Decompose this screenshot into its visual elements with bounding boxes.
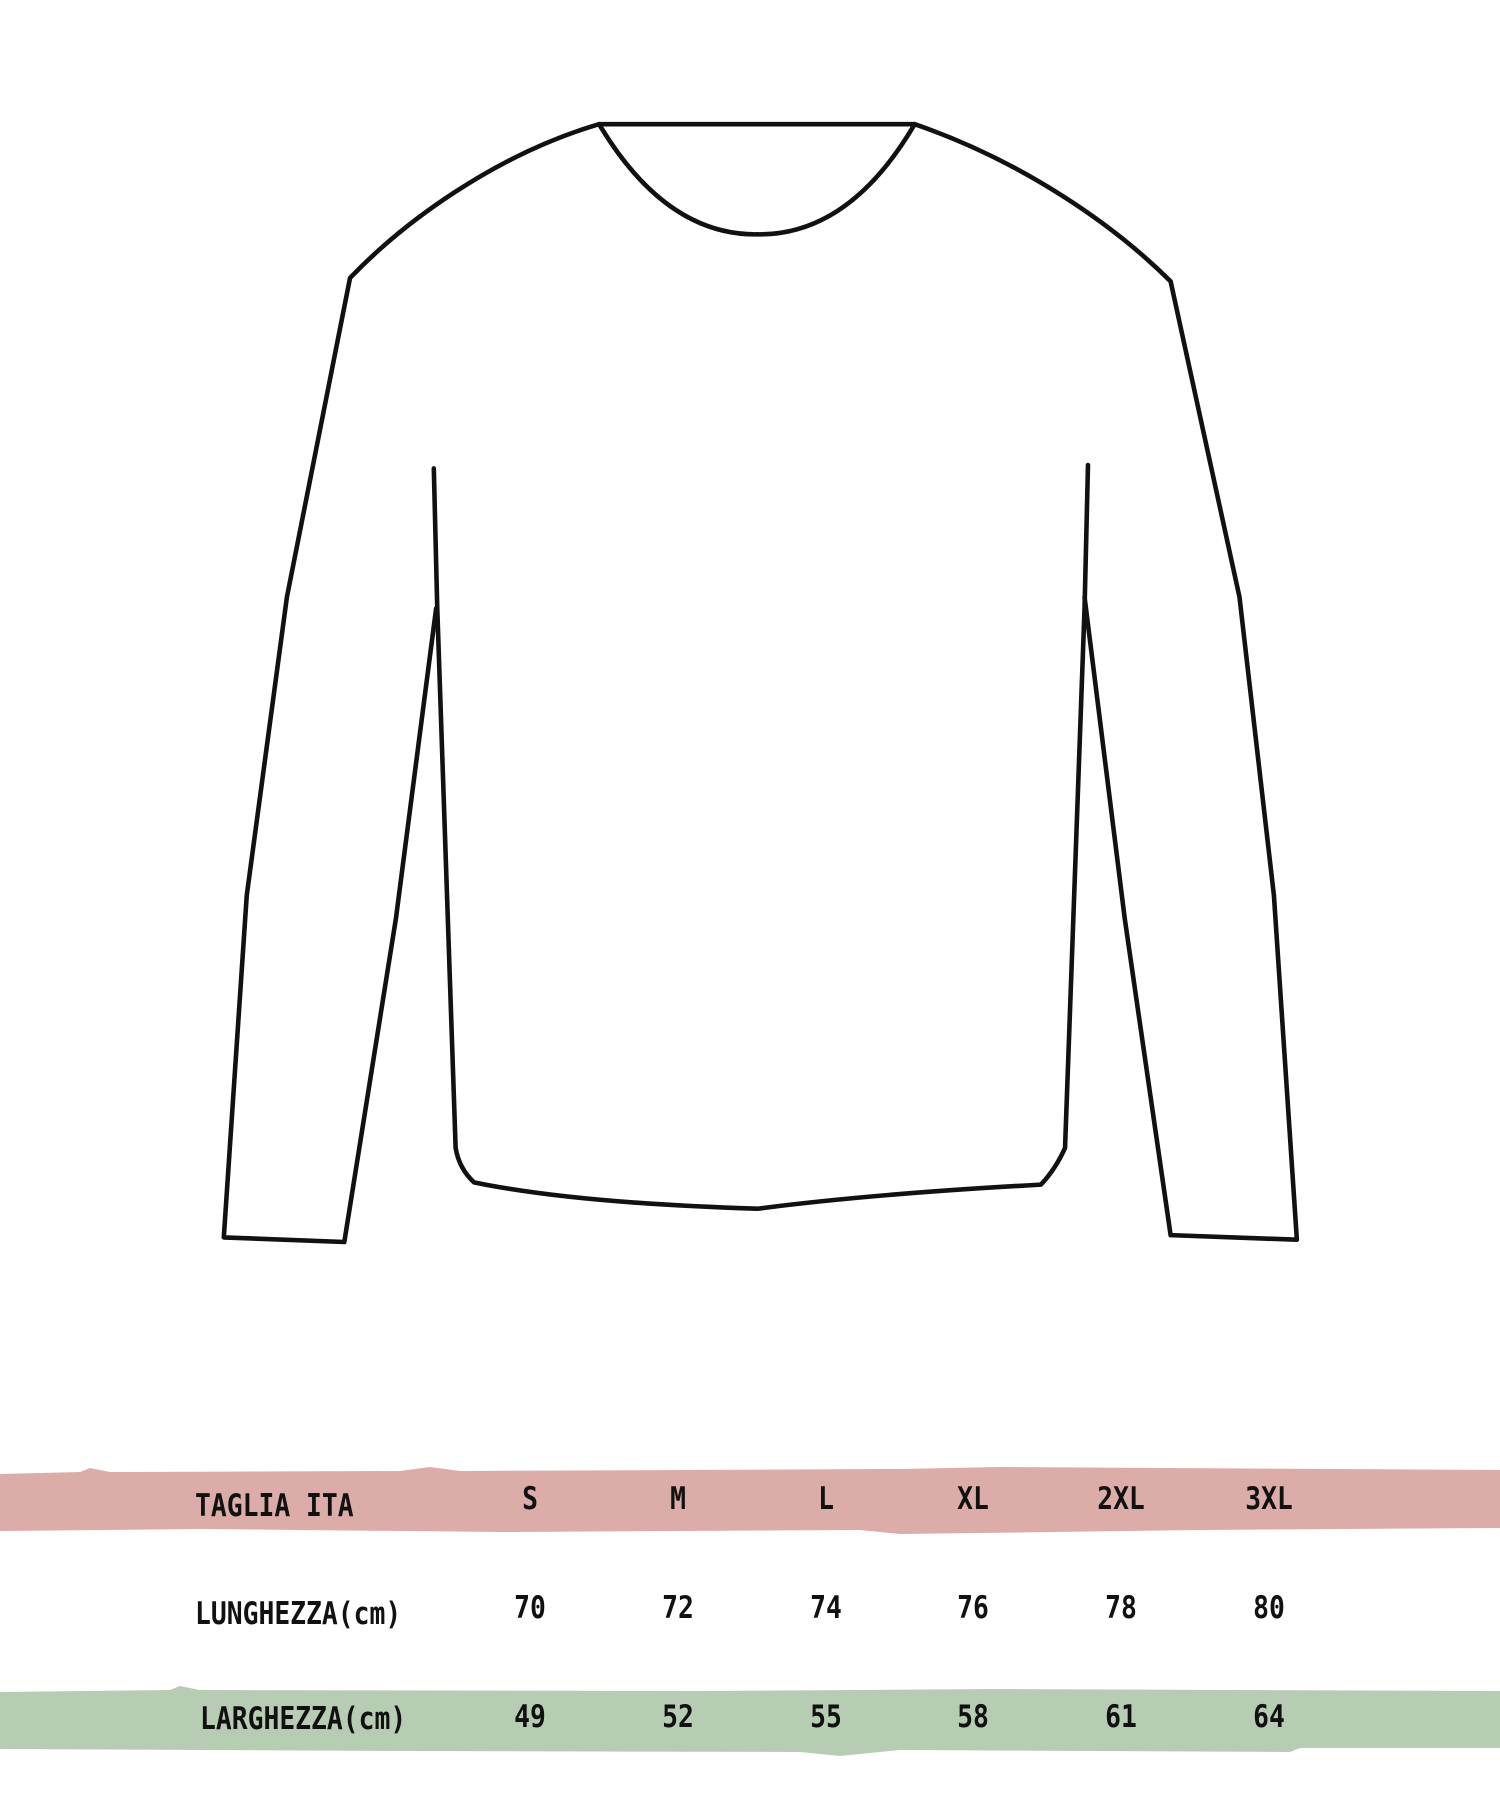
left-sleeve xyxy=(221,121,602,1245)
width-band xyxy=(0,1686,1500,1756)
length-value: 72 xyxy=(662,1590,694,1626)
width-value: 64 xyxy=(1253,1699,1285,1735)
size-s: S xyxy=(522,1481,538,1517)
length-value: 70 xyxy=(514,1590,546,1626)
length-label: LUNGHEZZA(cm) xyxy=(195,1596,402,1632)
size-l: L xyxy=(818,1481,834,1517)
size-2xl: 2XL xyxy=(1097,1481,1145,1517)
width-value: 52 xyxy=(662,1699,694,1735)
length-value: 76 xyxy=(957,1590,989,1626)
size-xl: XL xyxy=(957,1481,989,1517)
length-value: 80 xyxy=(1253,1590,1285,1626)
length-value: 74 xyxy=(810,1590,842,1626)
header-label: TAGLIA ITA xyxy=(195,1488,354,1524)
neckline xyxy=(596,121,917,237)
width-label: LARGHEZZA(cm) xyxy=(200,1701,407,1737)
width-value: 58 xyxy=(957,1699,989,1735)
size-3xl: 3XL xyxy=(1245,1481,1293,1517)
size-m: M xyxy=(670,1481,686,1517)
width-value: 55 xyxy=(810,1699,842,1735)
right-sleeve xyxy=(912,121,1300,1243)
width-value: 61 xyxy=(1105,1699,1137,1735)
length-value: 78 xyxy=(1105,1590,1137,1626)
width-value: 49 xyxy=(514,1699,546,1735)
header-band xyxy=(0,1466,1500,1536)
body xyxy=(431,462,1091,1212)
